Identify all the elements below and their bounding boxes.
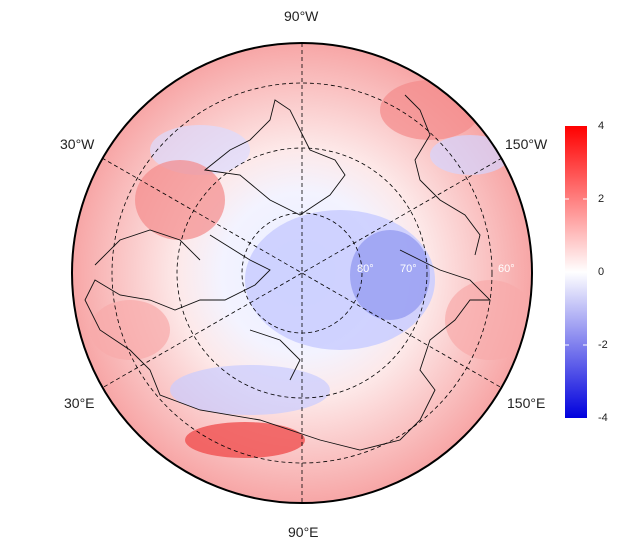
lon-label-150e: 150°E <box>507 395 546 411</box>
lon-label-30e: 30°E <box>64 395 95 411</box>
lon-label-90e: 90°E <box>288 524 319 540</box>
lat-label-60: 60° <box>498 263 515 275</box>
lat-label-80: 80° <box>357 263 374 275</box>
colorbar-tick-0: 0 <box>598 266 605 278</box>
lat-label-70: 70° <box>400 263 417 275</box>
colorbar-tick-2: 2 <box>598 193 605 205</box>
colorbar <box>565 126 587 418</box>
graticule <box>101 43 503 503</box>
colorbar-tick-neg2: -2 <box>598 339 608 351</box>
lon-label-150w: 150°W <box>505 136 548 152</box>
lon-label-90w: 90°W <box>284 8 319 24</box>
latitude-labels: 80° 70° 60° <box>357 263 515 275</box>
colorbar-tick-neg4: -4 <box>598 412 608 424</box>
map-border <box>71 42 533 504</box>
lon-label-30w: 30°W <box>60 136 95 152</box>
coastlines <box>84 94 492 451</box>
colorbar-tick-4: 4 <box>598 120 605 132</box>
